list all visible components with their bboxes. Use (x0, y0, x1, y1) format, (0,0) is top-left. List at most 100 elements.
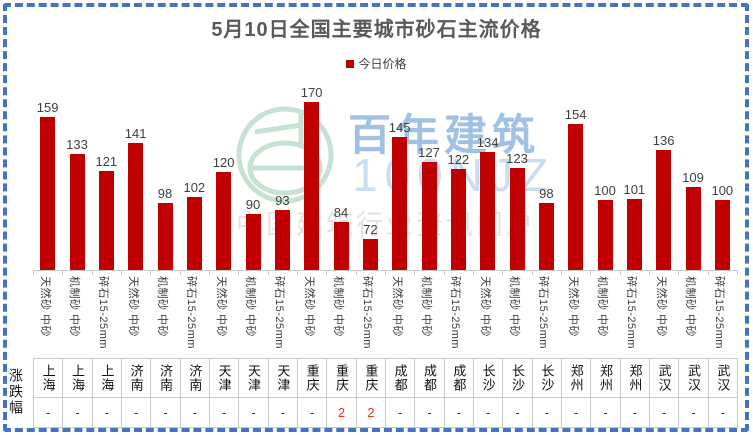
table-change-cell: - (385, 397, 415, 427)
table-change-cell: - (649, 397, 679, 427)
x-axis-tick (209, 270, 210, 275)
table-city-cell: 成都 (385, 358, 415, 397)
table-city-cell: 上海 (91, 358, 121, 397)
category-label: 碎石15-25mm (97, 276, 110, 349)
category-label: 碎石15-25mm (449, 276, 462, 349)
table-city-cell: 济南 (179, 358, 209, 397)
bar-济南-1 (157, 202, 173, 270)
x-axis-tick (590, 270, 592, 275)
table-change-cell: - (33, 397, 63, 427)
bar-上海-2 (98, 170, 114, 270)
table-city-cell: 天津 (238, 358, 268, 397)
x-axis-tick (385, 270, 386, 275)
x-axis-tick (649, 270, 650, 275)
bar-天津-0 (216, 172, 232, 270)
table-city-cell: 郑州 (590, 358, 620, 397)
bar-value-label: 141 (124, 125, 147, 141)
bar-郑州-1 (597, 200, 613, 270)
bar-成都-1 (421, 162, 437, 270)
category-label: 碎石15-25mm (273, 276, 286, 349)
x-axis-tick (473, 270, 474, 275)
bar-成都-0 (392, 137, 408, 270)
bar-value-label: 145 (388, 120, 411, 135)
x-axis-tick (179, 270, 181, 275)
table-change-cell: - (179, 397, 209, 427)
table-change-cell: - (561, 397, 591, 427)
bar-上海-1 (69, 153, 85, 270)
bar-value-label: 84 (333, 205, 349, 221)
category-label: 机制砂 中砂 (684, 276, 696, 338)
bar-value-label: 159 (36, 100, 59, 116)
bar-value-label: 101 (623, 181, 646, 197)
category-label: 天然砂 中砂 (126, 276, 139, 338)
chart-title: 5月10日全国主要城市砂石主流价格 (211, 19, 542, 41)
x-axis-tick (33, 270, 34, 275)
category-label: 天然砂 中砂 (38, 276, 51, 338)
category-label: 机制砂 中砂 (156, 276, 168, 338)
category-label: 天然砂 中砂 (566, 276, 579, 338)
table-city-cell: 天津 (267, 358, 297, 397)
x-axis-tick (326, 270, 328, 275)
table-city-cell: 重庆 (326, 358, 356, 397)
bar-济南-0 (128, 142, 144, 270)
table-change-cell: - (297, 397, 327, 427)
bar-value-label: 121 (95, 153, 118, 169)
category-label: 碎石15-25mm (713, 276, 726, 349)
table-change-cell: - (707, 397, 737, 427)
bar-武汉-2 (714, 200, 730, 270)
table-change-cell: - (150, 397, 180, 427)
legend-swatch-icon (346, 59, 355, 68)
bar-value-label: 100 (711, 183, 734, 198)
category-label: 机制砂 中砂 (332, 276, 344, 338)
x-axis-tick (297, 270, 298, 275)
bar-value-label: 98 (539, 185, 554, 201)
x-axis-tick (355, 270, 357, 275)
table-change-cell: - (91, 397, 121, 427)
x-axis-tick (531, 270, 533, 275)
table-change-cell: - (473, 397, 503, 427)
bar-value-label: 127 (418, 145, 440, 161)
table-change-cell: 2 (326, 397, 356, 427)
table-city-cell: 成都 (414, 358, 444, 397)
category-label: 机制砂 中砂 (596, 276, 608, 338)
bar-value-label: 123 (506, 150, 528, 166)
table-change-cell: - (531, 397, 561, 427)
table-change-cell: - (414, 397, 444, 427)
category-label: 机制砂 中砂 (68, 276, 80, 338)
bar-郑州-2 (626, 198, 642, 270)
table-change-cell: - (502, 397, 532, 427)
category-label: 碎石15-25mm (185, 276, 198, 349)
bar-value-label: 136 (652, 132, 675, 148)
bar-重庆-1 (333, 222, 349, 270)
table-change-cell: - (62, 397, 92, 427)
bar-value-label: 154 (564, 107, 587, 123)
x-axis-tick (443, 270, 445, 275)
change-row-header: 涨跌幅 (8, 368, 24, 416)
table-city-cell: 长沙 (502, 358, 532, 397)
category-label: 天然砂 中砂 (302, 276, 315, 338)
bar-成都-2 (450, 169, 466, 270)
bar-value-label: 93 (275, 192, 290, 208)
table-change-cell: 2 (355, 397, 385, 427)
bar-武汉-1 (685, 187, 701, 270)
table-city-cell: 天津 (209, 358, 239, 397)
bar-value-label: 122 (447, 152, 470, 168)
bar-济南-2 (186, 197, 202, 270)
category-label: 碎石15-25mm (625, 276, 638, 349)
x-axis-tick (707, 270, 709, 275)
category-label: 天然砂 中砂 (478, 276, 491, 338)
table-city-cell: 郑州 (561, 358, 591, 397)
bar-value-label: 102 (183, 180, 206, 196)
x-axis-tick (267, 270, 269, 275)
x-axis-tick (502, 270, 504, 275)
bar-value-label: 170 (300, 85, 323, 100)
price-change-table: 上海 上海 上海 济南 济南 济南 天津 天津 天津 重庆 重庆 重庆 成都 成都 成都 长沙 长沙 长沙 郑州 郑州… (33, 358, 738, 428)
bar-郑州-0 (568, 124, 584, 270)
table-city-cell: 武汉 (707, 358, 737, 397)
table-change-cell: - (619, 397, 649, 427)
table-city-cell: 长沙 (473, 358, 503, 397)
x-axis-tick (238, 270, 240, 275)
table-city-cell: 郑州 (619, 358, 649, 397)
